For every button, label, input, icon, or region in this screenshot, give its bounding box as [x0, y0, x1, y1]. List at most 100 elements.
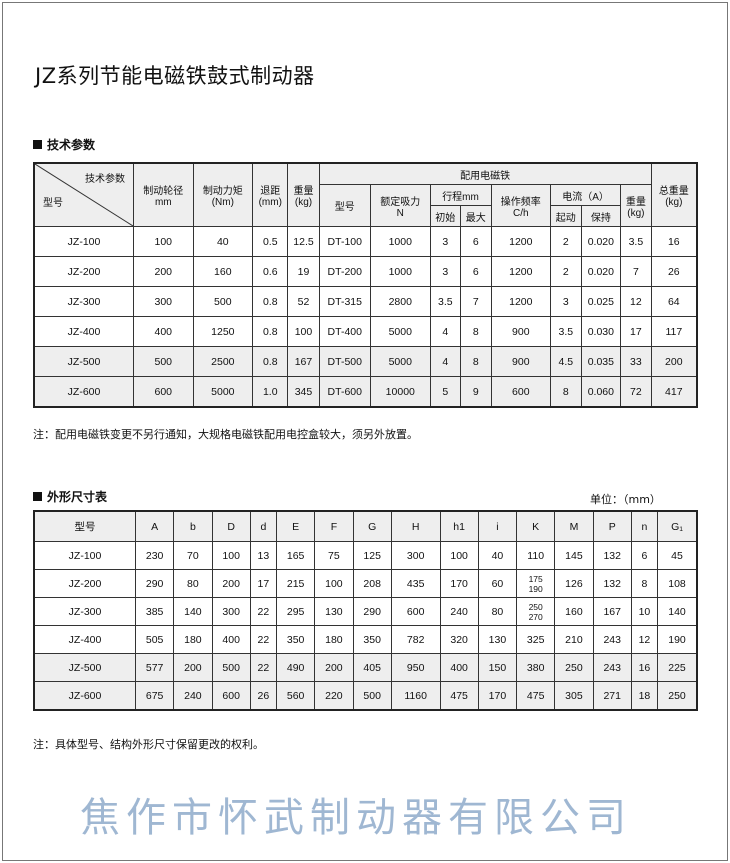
table-cell: 950 [390, 653, 441, 682]
table-cell: 12 [620, 286, 652, 317]
table-cell: 10000 [370, 376, 431, 408]
col-magnet-weight: 重量 (kg) [620, 184, 652, 227]
table-cell: 1250 [192, 316, 254, 347]
table-row: JZ-100 230 70 100 13 165 75 125 300 100 40 110 145 13… [33, 541, 698, 570]
col-wheel: 制动轮径 mm [133, 162, 194, 227]
table-cell: JZ-100 [33, 226, 134, 257]
col-current: 电流（A） [550, 184, 622, 206]
table-cell: 400 [439, 653, 479, 682]
table-cell: 4.5 [550, 346, 582, 377]
table-cell: 600 [211, 681, 251, 711]
table-cell: 100 [439, 541, 479, 570]
page-title: JZ系列节能电磁铁鼓式制动器 [35, 64, 315, 88]
col-current-hold: 保持 [580, 205, 622, 227]
tech-params-table: 技术参数 型号 制动轮径 mm 制动力矩 (Nm) 退距 (mm) 重量 (kg) 配用… [33, 162, 698, 408]
col-torque-label: 制动力矩 [202, 186, 243, 197]
table-cell: 100 [314, 569, 354, 598]
table-cell: 130 [477, 625, 518, 654]
table-row: JZ-300 385 140 300 22 295 130 290 600 240 80 250 270… [33, 597, 698, 626]
col-retreat-unit: (mm) [258, 197, 282, 208]
dims-note: 注：具体型号、结构外形尺寸保留更改的权利。 [33, 738, 264, 751]
table-cell: 19 [287, 256, 320, 287]
column-header: 型号 [33, 510, 136, 542]
col-weight: 重量 (kg) [287, 162, 320, 227]
table-cell: 5 [429, 376, 462, 408]
table-cell: 175 190 [516, 569, 556, 598]
table-cell: 1000 [370, 256, 431, 287]
table-cell: 16 [650, 226, 698, 257]
table-cell: 240 [439, 597, 479, 626]
table-cell: 5000 [192, 376, 254, 408]
col-torque-unit: (Nm) [211, 197, 234, 208]
column-header: h1 [439, 510, 479, 542]
col-total-weight-unit: (kg) [665, 197, 683, 208]
table-cell: 100 [211, 541, 251, 570]
table-cell: JZ-200 [33, 569, 136, 598]
table-cell: 7 [460, 286, 492, 317]
table-cell: 52 [287, 286, 320, 317]
table-cell: 40 [477, 541, 518, 570]
table-cell: 475 [439, 681, 479, 711]
table-cell: 70 [173, 541, 213, 570]
table-cell: 200 [211, 569, 251, 598]
table-cell: 405 [352, 653, 392, 682]
table-cell: 560 [275, 681, 316, 711]
table-cell: 200 [650, 346, 698, 377]
table-cell: 180 [314, 625, 354, 654]
table-cell: 243 [592, 653, 632, 682]
table-cell: 6 [460, 226, 492, 257]
table-cell: 16 [630, 653, 659, 682]
table-cell: 167 [287, 346, 320, 377]
table-cell: 290 [134, 569, 175, 598]
col-wheel-unit: mm [154, 197, 172, 208]
table-cell: 3 [429, 226, 462, 257]
col-stroke: 行程mm [429, 184, 492, 206]
table-cell: 26 [650, 256, 698, 287]
col-wheel-label: 制动轮径 [143, 186, 184, 197]
table-cell: 0.035 [580, 346, 622, 377]
table-cell: 6 [460, 256, 492, 287]
table-cell: 380 [516, 653, 556, 682]
table-cell: 150 [477, 653, 518, 682]
table-cell: DT-100 [318, 226, 372, 257]
table-cell: 500 [352, 681, 392, 711]
table-row: JZ-600 600 5000 1.0 345 DT-600 10000 5 9 600 8 0.06… [33, 376, 698, 408]
table-cell: 60 [477, 569, 518, 598]
table-cell: JZ-300 [33, 597, 136, 626]
table-cell: 305 [554, 681, 594, 711]
table-cell: 26 [249, 681, 278, 711]
table-cell: 271 [592, 681, 632, 711]
col-retreat: 退距 (mm) [252, 162, 289, 227]
table-cell: 1000 [370, 226, 431, 257]
col-retreat-label: 退距 [260, 186, 281, 197]
table-cell: 33 [620, 346, 652, 377]
col-total-weight-label: 总重量 [658, 186, 689, 197]
table-cell: 18 [630, 681, 659, 711]
column-header: n [630, 510, 659, 542]
table-cell: 225 [657, 653, 698, 682]
column-header: H [390, 510, 441, 542]
table-cell: 13 [249, 541, 278, 570]
diag-header-cell: 技术参数 型号 [33, 162, 134, 227]
table-cell: 0.5 [252, 226, 289, 257]
table-cell: 8 [460, 346, 492, 377]
table-cell: 4 [429, 346, 462, 377]
table-cell: 350 [275, 625, 316, 654]
table-cell: 117 [650, 316, 698, 347]
table-cell: JZ-200 [33, 256, 134, 287]
col-weight-label: 重量 [293, 186, 314, 197]
table-cell: 64 [650, 286, 698, 317]
diag-top-label: 技术参数 [85, 174, 125, 185]
table-cell: 243 [592, 625, 632, 654]
table-cell: 208 [352, 569, 392, 598]
table-cell: 1200 [490, 226, 552, 257]
table-cell: 505 [134, 625, 175, 654]
table-cell: 500 [133, 346, 194, 377]
table-cell: 2 [550, 256, 582, 287]
table-cell: 600 [490, 376, 552, 408]
table-cell: 12.5 [287, 226, 320, 257]
tech-note: 注：配用电磁铁变更不另行通知，大规格电磁铁配用电控盒较大，须另外放置。 [33, 428, 418, 441]
column-header: i [477, 510, 518, 542]
